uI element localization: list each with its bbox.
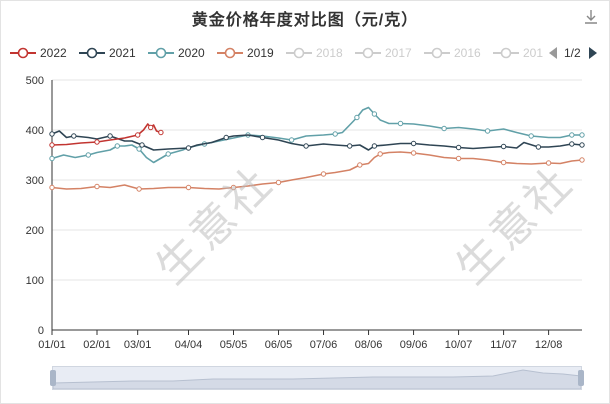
series-point-2021 <box>223 134 229 141</box>
legend-label: 2019 <box>247 46 274 60</box>
series-point-2021 <box>49 131 55 137</box>
series-point-2022 <box>158 129 164 136</box>
series-point-2021 <box>371 143 378 149</box>
series-point-2020 <box>354 114 360 121</box>
series-point-2021 <box>455 144 462 151</box>
legend-label: 2020 <box>178 46 205 60</box>
datazoom-slider[interactable] <box>50 366 584 390</box>
legend: 2022 2021 2020 2019 2018 2017 2016 201 <box>10 44 550 62</box>
series-point-2021 <box>535 144 542 150</box>
download-icon[interactable] <box>582 8 600 26</box>
series-point-2020 <box>136 146 142 152</box>
x-tick-label: 07/06 <box>310 339 338 351</box>
chart-title: 黄金价格年度对比图（元/克） <box>191 12 419 29</box>
series-point-2019 <box>94 183 100 190</box>
x-tick-label: 10/07 <box>445 339 473 351</box>
x-tick-label: 08/06 <box>355 339 383 351</box>
legend-swatch-icon <box>424 47 450 59</box>
series-point-2019 <box>545 160 552 166</box>
series-point-2022 <box>148 124 154 131</box>
legend-swatch-icon <box>355 47 381 59</box>
legend-swatch-icon <box>493 47 519 59</box>
legend-swatch-icon <box>286 47 312 59</box>
datazoom-left-handle[interactable] <box>50 370 56 386</box>
series-point-2021 <box>410 140 417 147</box>
series-point-2019 <box>500 159 507 166</box>
series-point-2020 <box>579 132 585 138</box>
series-point-2019 <box>136 186 142 192</box>
x-tick-label: 01/01 <box>38 339 66 351</box>
series-point-2019 <box>230 184 237 191</box>
legend-label: 2022 <box>40 46 67 60</box>
series-point-2020 <box>165 151 171 157</box>
series-point-2020 <box>484 128 491 134</box>
legend-page-indicator: 1/2 <box>564 46 581 60</box>
series-point-2019 <box>579 157 585 163</box>
series-point-2021 <box>303 143 309 149</box>
series-point-2021 <box>139 142 145 148</box>
legend-next-icon[interactable] <box>589 47 597 59</box>
series-point-2021 <box>71 133 77 139</box>
legend-label: 2021 <box>109 46 136 60</box>
series-point-2021 <box>500 143 507 150</box>
y-tick-label: 500 <box>26 75 44 87</box>
x-tick-label: 12/08 <box>535 339 563 351</box>
series-line-2019 <box>51 151 583 190</box>
x-tick-label: 02/01 <box>83 339 111 351</box>
series-point-2020 <box>49 155 55 162</box>
series-point-2020 <box>114 143 121 149</box>
series-point-2020 <box>371 111 378 117</box>
legend-label: 201 <box>523 46 544 60</box>
series-point-2021 <box>569 141 575 147</box>
x-tick-label: 03/01 <box>124 339 152 351</box>
legend-pager: 1/2 <box>549 44 605 62</box>
y-tick-label: 200 <box>26 225 44 237</box>
series-point-2021 <box>185 145 192 151</box>
series-point-2020 <box>288 137 295 143</box>
x-tick-label: 09/06 <box>400 339 428 351</box>
series-point-2019 <box>185 184 192 191</box>
series-point-2019 <box>320 171 327 177</box>
series-point-2020 <box>441 125 447 132</box>
series-point-2020 <box>569 132 575 138</box>
y-tick-label: 400 <box>26 125 44 137</box>
legend-swatch-icon <box>148 47 174 59</box>
series-point-2019 <box>49 184 55 191</box>
x-tick-label: 04/04 <box>175 339 203 351</box>
datazoom-preview <box>53 369 581 389</box>
legend-swatch-icon <box>79 47 105 59</box>
legend-label: 2016 <box>454 46 481 60</box>
x-tick-label: 11/07 <box>490 339 517 351</box>
series-point-2019 <box>455 155 462 162</box>
x-tick-label: 05/05 <box>220 339 248 351</box>
series-line-2020 <box>51 106 582 164</box>
y-tick-label: 100 <box>26 275 44 287</box>
series-point-2019 <box>275 179 282 186</box>
legend-label: 2018 <box>316 46 343 60</box>
series-point-2021 <box>259 134 266 141</box>
series-point-2019 <box>410 150 417 156</box>
series-point-2022 <box>49 142 55 148</box>
y-tick-label: 300 <box>26 175 44 187</box>
series-point-2020 <box>528 133 534 139</box>
series-point-2021 <box>347 143 353 149</box>
legend-swatch-icon <box>217 47 243 59</box>
legend-swatch-icon <box>10 47 36 59</box>
y-tick-label: 0 <box>38 325 44 337</box>
series-point-2019 <box>357 162 363 168</box>
series-point-2019 <box>377 151 383 157</box>
series-point-2021 <box>107 133 113 139</box>
series-point-2022 <box>135 132 141 138</box>
legend-prev-icon[interactable] <box>549 47 557 59</box>
legend-label: 2017 <box>385 46 412 60</box>
series-point-2020 <box>397 120 404 127</box>
datazoom-right-handle[interactable] <box>578 370 584 386</box>
series-point-2021 <box>579 142 585 148</box>
x-tick-label: 06/05 <box>265 339 293 351</box>
series-line-2022 <box>51 123 162 146</box>
series-point-2020 <box>85 152 92 158</box>
series-point-2022 <box>94 139 100 145</box>
series-point-2020 <box>332 131 338 137</box>
